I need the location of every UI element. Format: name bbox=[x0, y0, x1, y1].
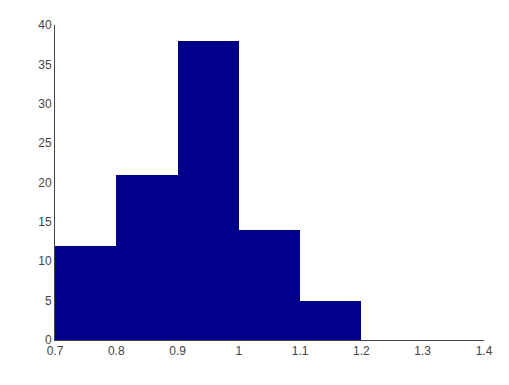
svg-text:1.4: 1.4 bbox=[476, 344, 493, 358]
svg-text:1.1: 1.1 bbox=[292, 344, 309, 358]
svg-text:35: 35 bbox=[38, 58, 52, 72]
svg-text:0.8: 0.8 bbox=[108, 344, 125, 358]
svg-text:25: 25 bbox=[38, 136, 52, 150]
svg-text:1: 1 bbox=[236, 344, 243, 358]
svg-text:0.9: 0.9 bbox=[169, 344, 186, 358]
svg-text:15: 15 bbox=[38, 215, 52, 229]
svg-text:20: 20 bbox=[38, 176, 52, 190]
svg-text:10: 10 bbox=[38, 254, 52, 268]
svg-text:0.7: 0.7 bbox=[47, 344, 64, 358]
svg-text:0: 0 bbox=[45, 333, 52, 347]
svg-text:5: 5 bbox=[45, 294, 52, 308]
svg-text:1.2: 1.2 bbox=[353, 344, 370, 358]
svg-text:30: 30 bbox=[38, 97, 52, 111]
svg-text:40: 40 bbox=[38, 18, 52, 32]
svg-text:1.3: 1.3 bbox=[414, 344, 431, 358]
